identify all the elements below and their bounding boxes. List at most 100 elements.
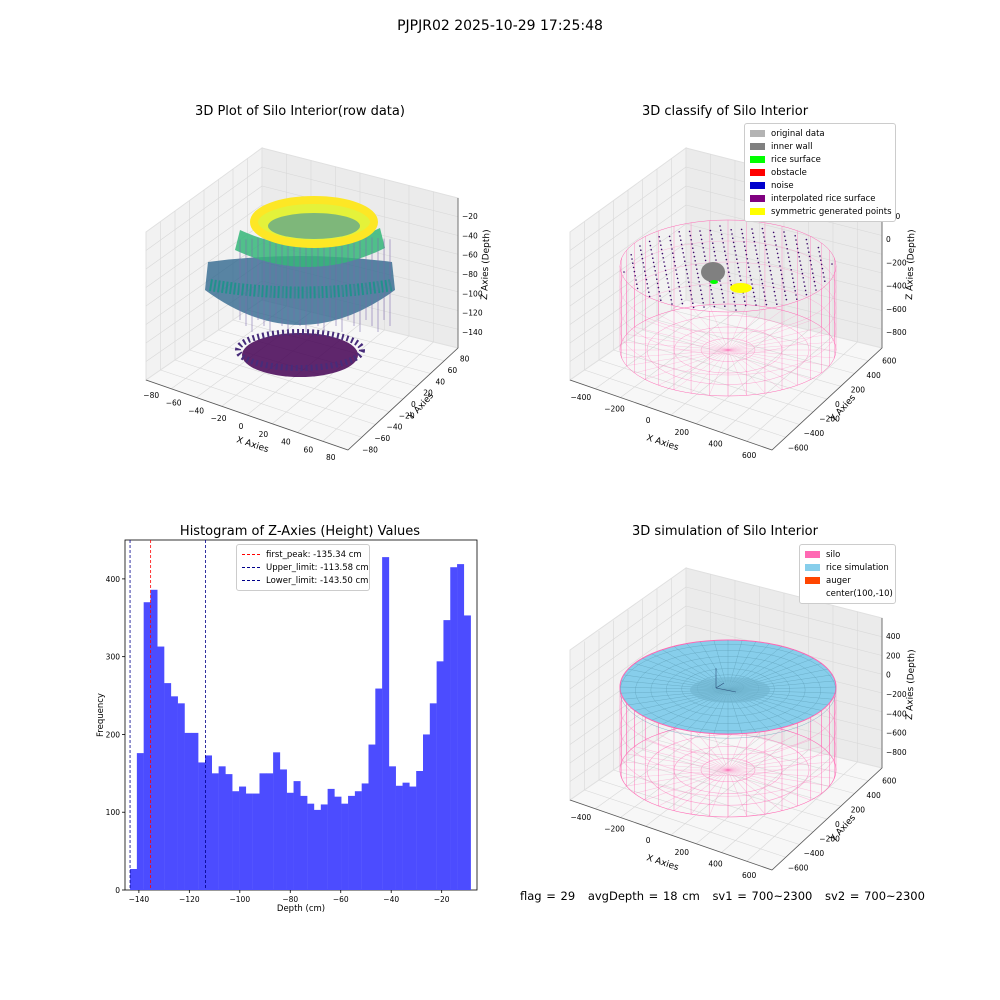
histogram-bar (218, 766, 226, 890)
histogram-bar (266, 773, 274, 890)
legend-line (242, 580, 260, 581)
z-tick-label: 0 (886, 671, 891, 680)
y-tick-label: −200 (819, 415, 840, 424)
y-tick-label: −400 (804, 429, 825, 438)
histogram-x-tick: −40 (383, 895, 399, 904)
histogram-bar (232, 791, 240, 890)
histogram-bar (245, 793, 253, 890)
histogram-bar (436, 661, 444, 890)
legend-entry: rice surface (750, 153, 890, 166)
legend-swatch (805, 564, 820, 571)
z-tick-label: −140 (462, 328, 483, 337)
histogram-bar (191, 732, 199, 890)
legend-swatch (750, 182, 765, 189)
y-tick-label: −400 (804, 849, 825, 858)
y-tick-label: 40 (435, 377, 445, 386)
histogram-bar (341, 803, 349, 890)
x-tick-label: 200 (675, 848, 690, 857)
legend-swatch (750, 169, 765, 176)
histogram-bar (252, 793, 260, 890)
histogram-bar (225, 774, 233, 890)
histogram-bar (273, 752, 281, 890)
legend-entry: noise (750, 179, 890, 192)
histogram-bar (443, 620, 451, 890)
histogram-bar (348, 795, 356, 890)
histogram-bar (382, 557, 390, 890)
y-tick-label: −40 (387, 423, 403, 432)
symmetric-points-cluster (730, 283, 752, 293)
histogram-xlabel: Depth (cm) (277, 904, 325, 914)
sv2-value: sv2 = 700~2300 (825, 889, 925, 903)
histogram-bars (130, 557, 471, 890)
y-tick-label: 400 (866, 371, 881, 380)
histogram-bar (143, 602, 151, 890)
panel1-zlabel: Z Axies (Depth) (480, 229, 492, 300)
rice-surface-cluster (710, 280, 718, 284)
x-tick-label: −400 (571, 393, 592, 402)
y-tick-label: 600 (882, 776, 897, 785)
legend-entry: silo (805, 548, 890, 561)
z-tick-label: −600 (886, 729, 907, 738)
z-tick-label: 0 (886, 235, 891, 244)
histogram-y-tick: 200 (106, 730, 121, 739)
z-tick-label: −20 (462, 212, 478, 221)
y-tick-label: 0 (835, 820, 840, 829)
histogram-bar (136, 753, 144, 890)
panel4-legend: silo rice simulation auger center(100,-1… (799, 544, 896, 604)
legend-entry: center(100,-10) (805, 587, 893, 600)
histogram-bar (368, 744, 376, 890)
legend-line (242, 567, 260, 568)
histogram-bar (402, 782, 410, 890)
histogram-bar (354, 791, 362, 890)
legend-swatch (805, 590, 820, 597)
histogram-x-tick: −20 (434, 895, 450, 904)
flag-value: flag = 29 (520, 889, 576, 903)
z-tick-label: −100 (462, 289, 483, 298)
z-tick-label: −200 (886, 690, 907, 699)
legend-swatch (750, 143, 765, 150)
histogram-bar (198, 762, 206, 890)
histogram-bar (164, 683, 172, 890)
y-tick-label: 0 (411, 400, 416, 409)
histogram-x-tick: −60 (333, 895, 349, 904)
legend-entry: symmetric generated points (750, 205, 892, 218)
histogram-axes: −140 −120 −100 −80 −60 −40 −20 0 100 200 300 400 D… (96, 539, 478, 914)
x-tick-label: −80 (143, 391, 159, 400)
histogram-bar (204, 755, 213, 890)
histogram-bar (313, 809, 322, 890)
legend-entry: Upper_limit: -113.58 cm (242, 561, 369, 574)
z-tick-label: −40 (462, 231, 478, 240)
histogram-bar (239, 786, 247, 890)
histogram-bar (300, 795, 308, 890)
y-tick-label: 80 (460, 355, 470, 364)
histogram-bar (307, 803, 315, 890)
legend-swatch (805, 551, 820, 558)
histogram-bar (320, 804, 328, 890)
histogram-bar (457, 564, 465, 890)
histogram-bar (409, 786, 417, 890)
histogram-bar (150, 589, 158, 890)
x-tick-label: 0 (239, 422, 244, 431)
histogram-x-tick: −140 (129, 895, 150, 904)
x-tick-label: −400 (571, 813, 592, 822)
legend-swatch (750, 156, 765, 163)
histogram-x-tick: −80 (282, 895, 298, 904)
interpolated-surface-dots (623, 225, 833, 311)
y-tick-label: −20 (399, 411, 415, 420)
x-tick-label: −200 (604, 825, 625, 834)
x-tick-label: −200 (604, 405, 625, 414)
y-tick-label: −200 (819, 835, 840, 844)
z-tick-label: −200 (886, 258, 907, 267)
z-tick-label: −600 (886, 305, 907, 314)
panel2-title: 3D classify of Silo Interior (641, 104, 809, 119)
legend-entry: original data (750, 127, 890, 140)
panel1-title: 3D Plot of Silo Interior(row data) (195, 104, 405, 119)
panel4-ylabel: Y Axies (828, 813, 858, 845)
histogram-bar (463, 615, 471, 890)
histogram-legend: first_peak: -135.34 cm Upper_limit: -113… (236, 544, 370, 591)
panel4-zlabel: Z Axies (Depth) (905, 649, 917, 720)
x-tick-label: −40 (188, 406, 204, 415)
